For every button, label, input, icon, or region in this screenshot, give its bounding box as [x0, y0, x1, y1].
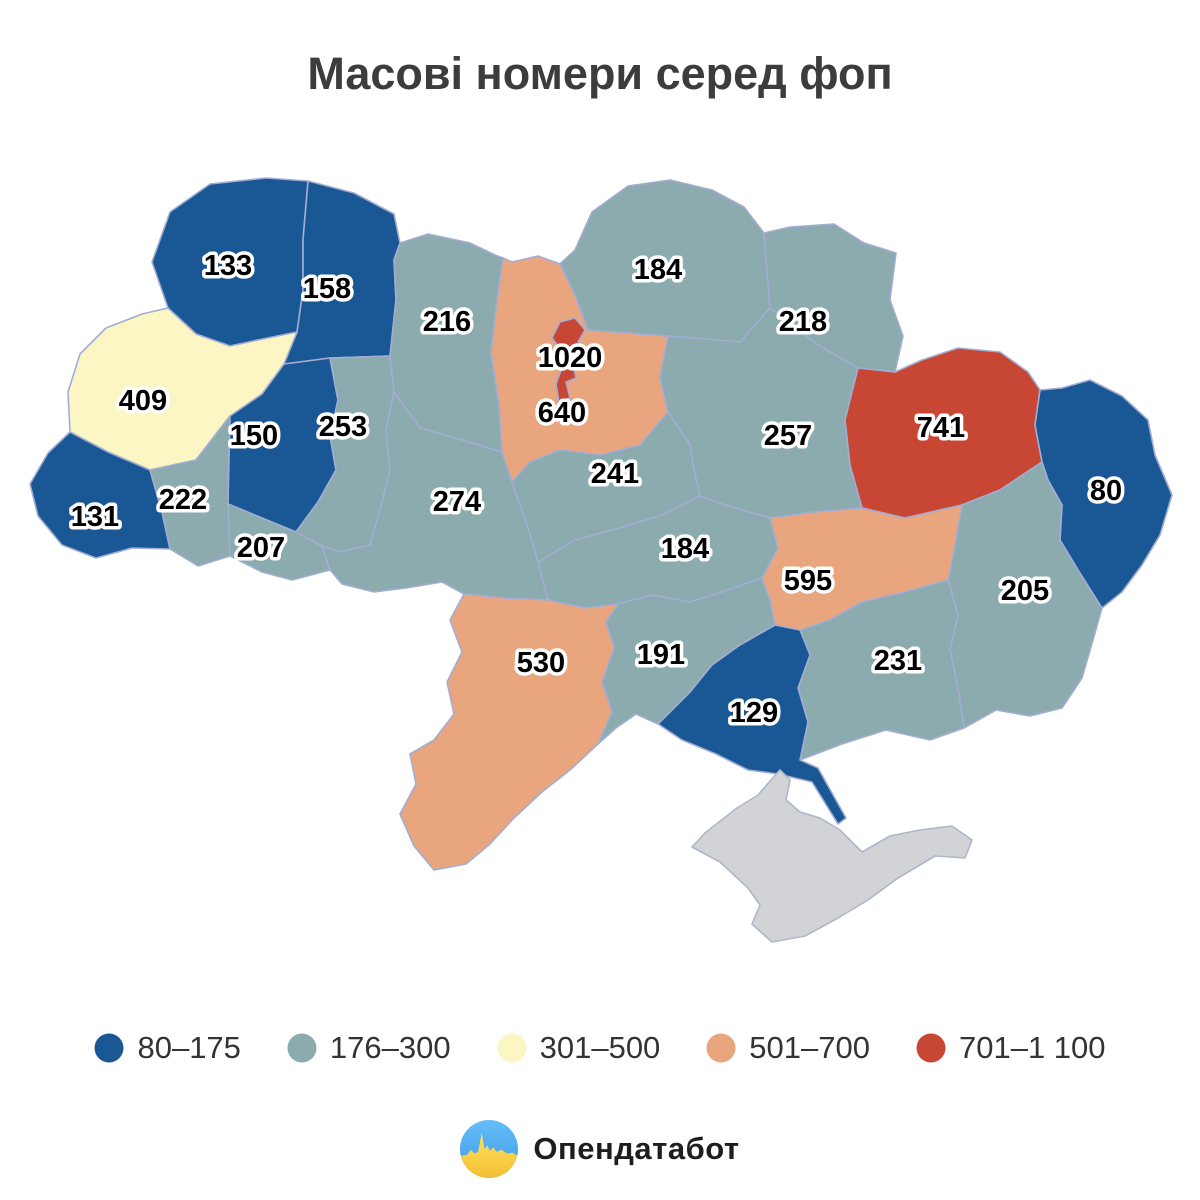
legend-item-501-700[interactable]: 501–700 [706, 1030, 870, 1066]
legend-label: 301–500 [539, 1030, 661, 1065]
region-chernihiv-value: 184 [634, 254, 682, 286]
region-kyiv-city[interactable] [551, 317, 591, 403]
region-chernivtsi-value: 207 [237, 532, 285, 564]
map-regions [29, 177, 1173, 943]
region-kyiv-city-value: 1020 [538, 342, 603, 374]
region-kherson-value: 129 [730, 697, 778, 729]
region-zaporizhzhia-value: 231 [874, 645, 922, 677]
legend-swatch-teal-icon [287, 1033, 317, 1063]
region-zakarpattia-value: 131 [71, 501, 119, 533]
legend-item-701-1100[interactable]: 701–1 100 [916, 1030, 1106, 1066]
region-chernihiv[interactable] [559, 179, 771, 343]
region-kherson[interactable] [657, 624, 847, 825]
region-rivne-value: 158 [303, 273, 351, 305]
brand-name: Опендатабот [533, 1131, 740, 1166]
legend-item-176-300[interactable]: 176–300 [287, 1030, 451, 1066]
region-zakarpattia[interactable] [29, 431, 171, 559]
region-cherkasy-value: 241 [591, 458, 639, 490]
region-donetsk-value: 205 [1001, 575, 1049, 607]
opendatabot-logo-icon [460, 1120, 519, 1178]
legend-label: 80–175 [137, 1030, 241, 1065]
legend-label: 176–300 [329, 1030, 451, 1065]
region-khmelnytskyi-value: 253 [319, 411, 367, 443]
region-mykolaiv-value: 191 [637, 639, 685, 671]
region-volyn-value: 133 [204, 250, 252, 282]
legend-label: 501–700 [749, 1030, 870, 1065]
legend-swatch-salmon-icon [706, 1033, 736, 1063]
legend-label: 701–1 100 [958, 1030, 1106, 1065]
legend-swatch-yellow-icon [497, 1033, 527, 1063]
legend-item-80-175[interactable]: 80–175 [94, 1030, 241, 1066]
region-zhytomyr-value: 216 [423, 306, 471, 338]
region-luhansk-value: 80 [1090, 475, 1122, 507]
region-poltava-value: 257 [764, 420, 812, 452]
region-dnipropetrovsk-value: 595 [784, 565, 832, 597]
page-title: Масові номери серед фоп [307, 48, 893, 99]
region-ivano-frankivsk-value: 222 [159, 484, 207, 516]
brand-footer[interactable]: Опендатабот [0, 1120, 1200, 1178]
region-lviv-value: 409 [119, 385, 167, 417]
region-vinnytsia-value: 274 [433, 486, 481, 518]
region-kyiv-oblast-value: 640 [538, 397, 586, 429]
region-ternopil-value: 150 [230, 420, 278, 452]
region-odesa[interactable] [399, 593, 619, 871]
region-kharkiv-value: 741 [917, 412, 965, 444]
legend: 80–175 176–300 301–500 501–700 701–1 100 [0, 1030, 1200, 1066]
region-crimea[interactable] [691, 769, 973, 943]
region-sumy-value: 218 [779, 306, 827, 338]
legend-swatch-blue-icon [94, 1033, 124, 1063]
map-value-labels: 133 158 409 131 222 150 207 253 216 274 … [67, 247, 1125, 733]
region-kirovohrad-value: 184 [661, 533, 709, 565]
legend-swatch-red-icon [916, 1033, 946, 1063]
region-odesa-value: 530 [517, 647, 565, 679]
legend-item-301-500[interactable]: 301–500 [497, 1030, 661, 1066]
